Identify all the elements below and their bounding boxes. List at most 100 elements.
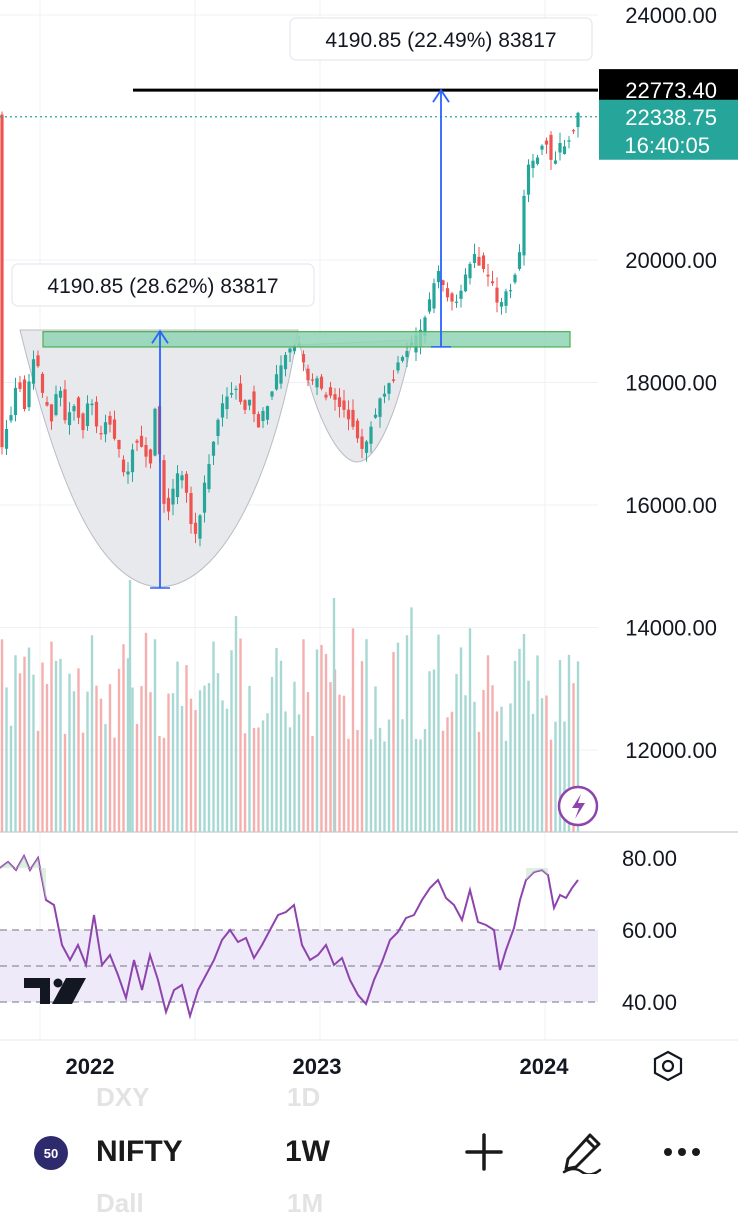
volume-bar <box>95 685 98 832</box>
volume-bar <box>77 668 80 832</box>
candle-body <box>288 348 292 353</box>
measure-label-right: 4190.85 (22.49%) 83817 <box>325 29 556 52</box>
volume-bar <box>329 682 332 832</box>
more-icon[interactable] <box>660 1130 704 1174</box>
interval-selector[interactable]: 1W <box>285 1135 330 1168</box>
symbol-badge[interactable]: 50 <box>34 1136 68 1170</box>
volume-bar <box>225 708 229 832</box>
volume-bar <box>365 639 368 832</box>
symbol-name[interactable]: NIFTY <box>96 1135 183 1168</box>
candle-body <box>391 379 396 381</box>
candle-body <box>252 391 256 415</box>
chart-area[interactable]: 4190.85 (22.49%) 83817 4190.85 (28.62%) 8… <box>0 0 738 1095</box>
volume-bar <box>374 686 377 832</box>
axes: 24000.00 20000.00 18000.00 16000.00 14000.00… <box>24 3 738 1082</box>
rsi-tick-label: 40.00 <box>622 990 677 1015</box>
candle-body <box>292 345 297 352</box>
candle-body <box>135 440 139 443</box>
bottom-toolbar <box>0 1095 738 1200</box>
volume-bar <box>441 730 445 832</box>
volume-bar <box>59 658 62 832</box>
breakout-zone <box>42 331 571 348</box>
candle-body <box>486 274 490 277</box>
volume-bar <box>297 714 301 832</box>
ghost-interval-below: 1M <box>287 1188 324 1218</box>
time-tick-label: 2024 <box>520 1054 570 1079</box>
volume-bar <box>221 700 224 832</box>
candle-body <box>36 355 40 367</box>
volume-bar <box>522 633 526 832</box>
candle-body <box>549 134 553 160</box>
volume-bar <box>360 661 364 832</box>
candle-body <box>432 283 436 309</box>
handle-shape <box>299 339 413 463</box>
volume-bar <box>140 686 143 832</box>
volume-bar <box>338 694 341 832</box>
plus-icon[interactable] <box>462 1130 506 1174</box>
volume-bar <box>509 703 512 832</box>
candle-body <box>382 393 387 397</box>
tradingview-logo-dot <box>53 978 63 988</box>
candle-body <box>256 413 261 428</box>
volume-bar <box>36 730 40 832</box>
candle-body <box>198 515 202 539</box>
candle-body <box>576 112 580 128</box>
volume-bar <box>270 676 274 832</box>
candle-body <box>67 412 72 426</box>
candle-body <box>517 252 522 269</box>
volume-bar <box>104 723 107 832</box>
volume-bar <box>450 711 454 832</box>
volume-bar <box>563 721 566 832</box>
candle-body <box>481 255 486 270</box>
volume-bar <box>320 644 323 832</box>
resistance-price-label: 22773.40 <box>625 78 717 103</box>
candle-body <box>189 493 193 524</box>
candle-body <box>121 459 126 473</box>
candle-body <box>247 399 252 406</box>
settings-icon <box>653 1050 683 1082</box>
volume-bar <box>113 737 116 832</box>
price-tick-label: 16000.00 <box>625 493 717 518</box>
candle-body <box>495 287 499 303</box>
overlays: 4190.85 (22.49%) 83817 4190.85 (28.62%) 8… <box>0 17 598 589</box>
candle-body <box>184 473 189 493</box>
volume-bar <box>432 669 436 832</box>
volume-bar <box>414 738 418 832</box>
candle-body <box>499 302 504 307</box>
candle-body <box>477 256 481 266</box>
volume-bar <box>81 732 85 832</box>
volume-bar <box>153 639 157 832</box>
volume-bar <box>41 662 44 832</box>
candle-body <box>171 488 175 505</box>
volume-bar <box>558 660 562 832</box>
volume-bar <box>189 698 193 832</box>
candle-body <box>508 290 513 292</box>
volume-bar <box>86 691 89 832</box>
pencil-icon[interactable] <box>560 1130 604 1174</box>
volume-bar <box>180 705 184 832</box>
candle-body <box>337 397 342 407</box>
volume-bar <box>378 727 382 832</box>
volume-bar <box>332 598 336 832</box>
volume-bar <box>45 684 49 832</box>
candle-body <box>81 413 85 431</box>
volume-bar <box>117 668 121 832</box>
candle-body <box>261 410 265 422</box>
volume-bar <box>486 655 490 832</box>
candle-body <box>567 140 571 142</box>
ghost-interval-above: 1D <box>287 1082 321 1112</box>
last-price-label: 22338.75 <box>625 105 717 130</box>
volume-bars <box>0 580 580 832</box>
volume-bar <box>518 648 521 832</box>
volume-bar <box>198 690 202 832</box>
volume-bar <box>0 639 4 832</box>
candle-body <box>4 428 9 449</box>
candle-body <box>310 379 315 381</box>
lightning-icon-glyph <box>572 794 585 819</box>
candle-body <box>126 471 130 475</box>
candle-body <box>103 422 108 435</box>
candle-body <box>535 157 540 164</box>
candle-body <box>166 497 171 512</box>
candle-body <box>360 436 364 449</box>
candle-body <box>130 449 135 473</box>
